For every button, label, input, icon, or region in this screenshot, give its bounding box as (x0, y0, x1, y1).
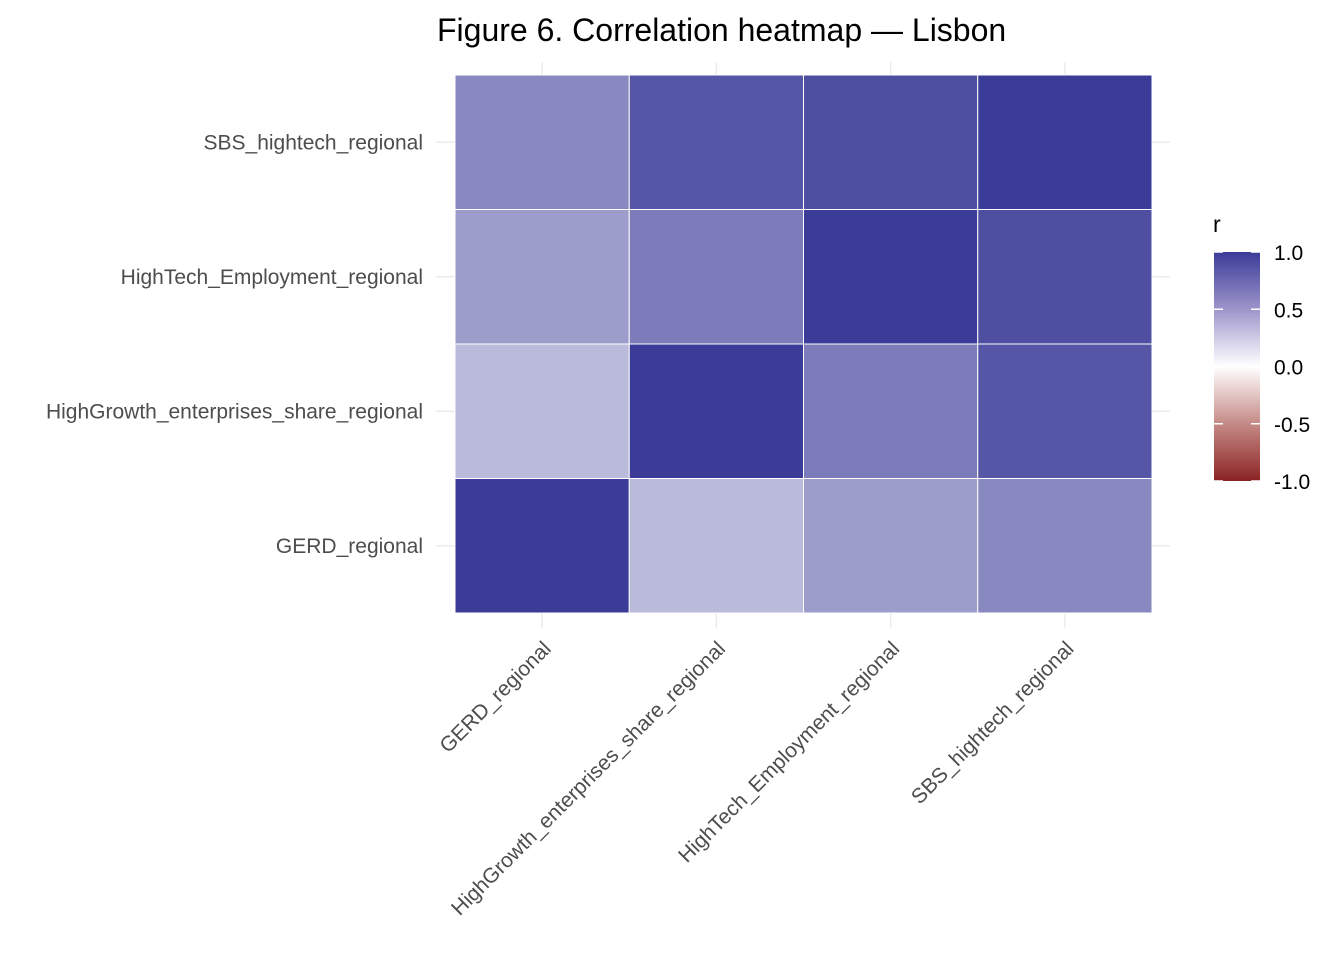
heatmap-cell (977, 343, 1153, 479)
heatmap-cell (977, 478, 1153, 614)
x-tick-label: HighGrowth_enterprises_share_regional (447, 637, 730, 920)
heatmap-cell (454, 343, 630, 479)
y-tick-label: HighTech_Employment_regional (121, 266, 423, 289)
heatmap-cell (803, 74, 979, 210)
legend-tick-label: 0.5 (1274, 299, 1303, 322)
x-axis-labels: GERD_regionalHighGrowth_enterprises_shar… (435, 637, 1078, 920)
legend-tick-label: -1.0 (1274, 471, 1310, 494)
legend-tick-label: 1.0 (1274, 242, 1303, 265)
legend-tick-label: -0.5 (1274, 414, 1310, 437)
heatmap-cell (628, 74, 804, 210)
heatmap-cell (977, 209, 1153, 345)
x-tick-label: GERD_regional (435, 637, 555, 757)
color-legend: r 1.0 0.5 0.0 -0.5 -1.0 (1213, 211, 1310, 494)
heatmap-cell (454, 209, 630, 345)
heatmap-cell (454, 74, 630, 210)
legend-title: r (1213, 211, 1221, 237)
heatmap-cells (454, 74, 1153, 614)
y-tick-label: SBS_hightech_regional (204, 131, 424, 154)
chart-title: Figure 6. Correlation heatmap — Lisbon (437, 12, 1006, 48)
heatmap-cell (803, 478, 979, 614)
heatmap-cell (628, 343, 804, 479)
heatmap-cell (803, 343, 979, 479)
y-axis-labels: GERD_regional HighGrowth_enterprises_shar… (46, 131, 423, 558)
heatmap-cell (803, 209, 979, 345)
legend-tick-label: 0.0 (1274, 357, 1303, 380)
x-tick-label: SBS_hightech_regional (907, 637, 1078, 808)
y-tick-label: HighGrowth_enterprises_share_regional (46, 400, 423, 423)
y-tick-label: GERD_regional (276, 535, 423, 558)
heatmap-cell (977, 74, 1153, 210)
heatmap-cell (454, 478, 630, 614)
heatmap-cell (628, 209, 804, 345)
heatmap-cell (628, 478, 804, 614)
